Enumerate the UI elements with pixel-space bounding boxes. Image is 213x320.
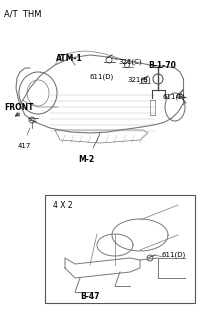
Text: 611(F): 611(F) — [163, 93, 186, 100]
Text: 417: 417 — [18, 143, 31, 149]
Text: ATM-1: ATM-1 — [56, 54, 83, 63]
Bar — [45, 195, 195, 303]
Text: 321(B): 321(B) — [127, 76, 151, 83]
Text: M-2: M-2 — [78, 155, 94, 164]
Text: 321(C): 321(C) — [118, 58, 142, 65]
Text: FRONT: FRONT — [4, 103, 33, 112]
Text: A/T  THM: A/T THM — [4, 9, 42, 18]
Text: B-47: B-47 — [80, 292, 99, 301]
Text: 4 X 2: 4 X 2 — [53, 201, 73, 210]
Text: 611(D): 611(D) — [90, 73, 114, 79]
Text: 611(D): 611(D) — [162, 252, 186, 259]
Text: B-1-70: B-1-70 — [148, 61, 176, 70]
